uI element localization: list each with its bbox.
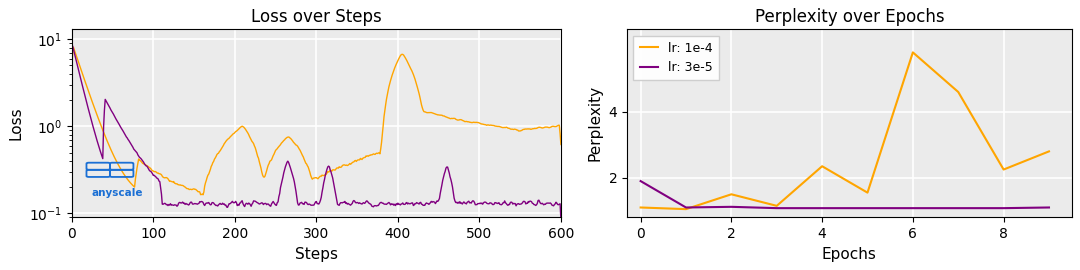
Legend: lr: 1e-4, lr: 3e-5: lr: 1e-4, lr: 3e-5 <box>633 36 719 80</box>
lr: 1e-4: (8, 2.25): 1e-4: (8, 2.25) <box>997 168 1010 171</box>
lr: 3e-5: (4, 1.08): 3e-5: (4, 1.08) <box>815 207 828 210</box>
lr: 1e-4: (1, 1.05): 1e-4: (1, 1.05) <box>679 208 692 211</box>
lr: 1e-4: (0, 1.1): 1e-4: (0, 1.1) <box>634 206 647 209</box>
lr: 1e-4: (2, 1.5): 1e-4: (2, 1.5) <box>725 193 738 196</box>
Y-axis label: Loss: Loss <box>9 107 24 140</box>
lr: 3e-5: (6, 1.08): 3e-5: (6, 1.08) <box>906 207 919 210</box>
lr: 1e-4: (3, 1.15): 1e-4: (3, 1.15) <box>770 204 783 207</box>
lr: 3e-5: (5, 1.08): 3e-5: (5, 1.08) <box>861 207 874 210</box>
lr: 1e-4: (6, 5.8): 1e-4: (6, 5.8) <box>906 51 919 54</box>
lr: 3e-5: (1, 1.1): 3e-5: (1, 1.1) <box>679 206 692 209</box>
lr: 3e-5: (8, 1.08): 3e-5: (8, 1.08) <box>997 207 1010 210</box>
X-axis label: Epochs: Epochs <box>822 247 877 262</box>
lr: 3e-5: (2, 1.12): 3e-5: (2, 1.12) <box>725 205 738 208</box>
Y-axis label: Perplexity: Perplexity <box>588 85 603 161</box>
lr: 3e-5: (0, 1.9): 3e-5: (0, 1.9) <box>634 180 647 183</box>
lr: 3e-5: (3, 1.08): 3e-5: (3, 1.08) <box>770 207 783 210</box>
Title: Perplexity over Epochs: Perplexity over Epochs <box>755 8 944 26</box>
lr: 3e-5: (7, 1.08): 3e-5: (7, 1.08) <box>951 207 964 210</box>
lr: 1e-4: (5, 1.55): 1e-4: (5, 1.55) <box>861 191 874 194</box>
X-axis label: Steps: Steps <box>295 247 338 262</box>
Title: Loss over Steps: Loss over Steps <box>251 8 381 26</box>
lr: 1e-4: (4, 2.35): 1e-4: (4, 2.35) <box>815 165 828 168</box>
Text: anyscale: anyscale <box>92 188 143 198</box>
lr: 1e-4: (7, 4.6): 1e-4: (7, 4.6) <box>951 90 964 94</box>
Line: lr: 1e-4: lr: 1e-4 <box>640 52 1049 209</box>
lr: 1e-4: (9, 2.8): 1e-4: (9, 2.8) <box>1042 150 1055 153</box>
lr: 3e-5: (9, 1.1): 3e-5: (9, 1.1) <box>1042 206 1055 209</box>
Line: lr: 3e-5: lr: 3e-5 <box>640 181 1049 208</box>
